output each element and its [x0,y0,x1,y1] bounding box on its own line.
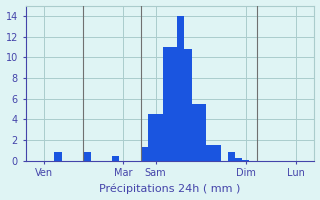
Bar [141,147,148,161]
Bar [83,152,91,161]
Bar [192,104,199,161]
Bar [184,49,192,161]
Bar [163,47,170,161]
Bar [242,160,250,161]
Bar [228,152,235,161]
Bar [148,114,156,161]
Bar [206,145,213,161]
Bar [156,114,163,161]
Bar [213,145,220,161]
Bar [199,104,206,161]
Bar [170,47,177,161]
Bar [235,158,242,161]
Bar [54,152,62,161]
Bar [112,156,119,161]
X-axis label: Précipitations 24h ( mm ): Précipitations 24h ( mm ) [99,184,241,194]
Bar [177,16,184,161]
